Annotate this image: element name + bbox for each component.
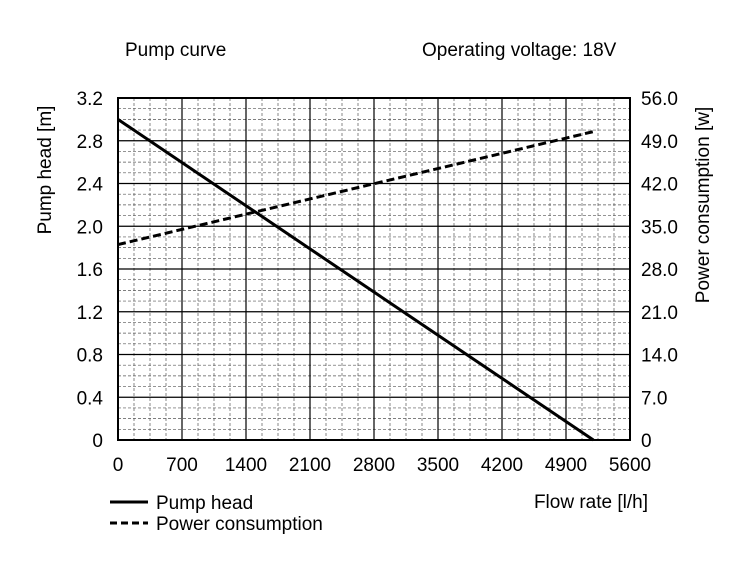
x-tick-label: 0 xyxy=(113,455,124,476)
x-tick-label: 4200 xyxy=(481,455,523,476)
y-right-tick-label: 28.0 xyxy=(641,260,678,281)
chart-subtitle: Operating voltage: 18V xyxy=(422,40,617,61)
y-left-tick-label: 1.6 xyxy=(77,260,103,281)
series-layer xyxy=(117,118,595,442)
x-tick-label: 700 xyxy=(166,455,198,476)
y-left-tick-label: 1.2 xyxy=(77,303,103,324)
y-right-tick-label: 0 xyxy=(641,431,652,452)
x-tick-label: 5600 xyxy=(609,455,651,476)
y-right-tick-label: 14.0 xyxy=(641,346,678,367)
legend: Pump head Power consumption xyxy=(110,493,323,535)
y-right-tick-label: 21.0 xyxy=(641,303,678,324)
y-right-tick-label: 35.0 xyxy=(641,217,678,238)
y-left-tick-label: 0.4 xyxy=(77,388,104,409)
x-tick-label: 3500 xyxy=(417,455,459,476)
y-right-tick-label: 7.0 xyxy=(641,388,667,409)
x-tick-label: 2800 xyxy=(353,455,395,476)
y-axis-right-label: Power consumption [w] xyxy=(693,107,714,303)
legend-label-pump-head: Pump head xyxy=(156,493,253,514)
series-line-power-consumption xyxy=(117,130,594,247)
y-left-tick-label: 2.4 xyxy=(77,175,104,196)
plot-frame xyxy=(117,97,631,441)
series-line-pump-head xyxy=(117,118,595,442)
x-tick-label: 4900 xyxy=(545,455,587,476)
x-tick-label: 1400 xyxy=(225,455,267,476)
y-right-tick-label: 42.0 xyxy=(641,175,678,196)
y-left-tick-label: 0 xyxy=(92,431,103,452)
y-left-tick-label: 2.0 xyxy=(77,217,103,238)
grid-major xyxy=(117,97,631,441)
y-right-tick-label: 49.0 xyxy=(641,132,678,153)
x-axis-label: Flow rate [l/h] xyxy=(534,492,648,513)
legend-label-power-consumption: Power consumption xyxy=(156,514,323,535)
tick-layer: 0 700 1400 2100 2800 3500 4200 4900 5600 0 0.4 0.8 1… xyxy=(77,89,678,476)
y-left-tick-label: 3.2 xyxy=(77,89,103,110)
y-left-tick-label: 0.8 xyxy=(77,346,103,367)
y-right-tick-label: 56.0 xyxy=(641,89,678,110)
chart-title: Pump curve xyxy=(125,40,226,61)
y-axis-left-label: Pump head [m] xyxy=(35,106,56,235)
y-left-tick-label: 2.8 xyxy=(77,132,103,153)
x-tick-label: 2100 xyxy=(289,455,331,476)
